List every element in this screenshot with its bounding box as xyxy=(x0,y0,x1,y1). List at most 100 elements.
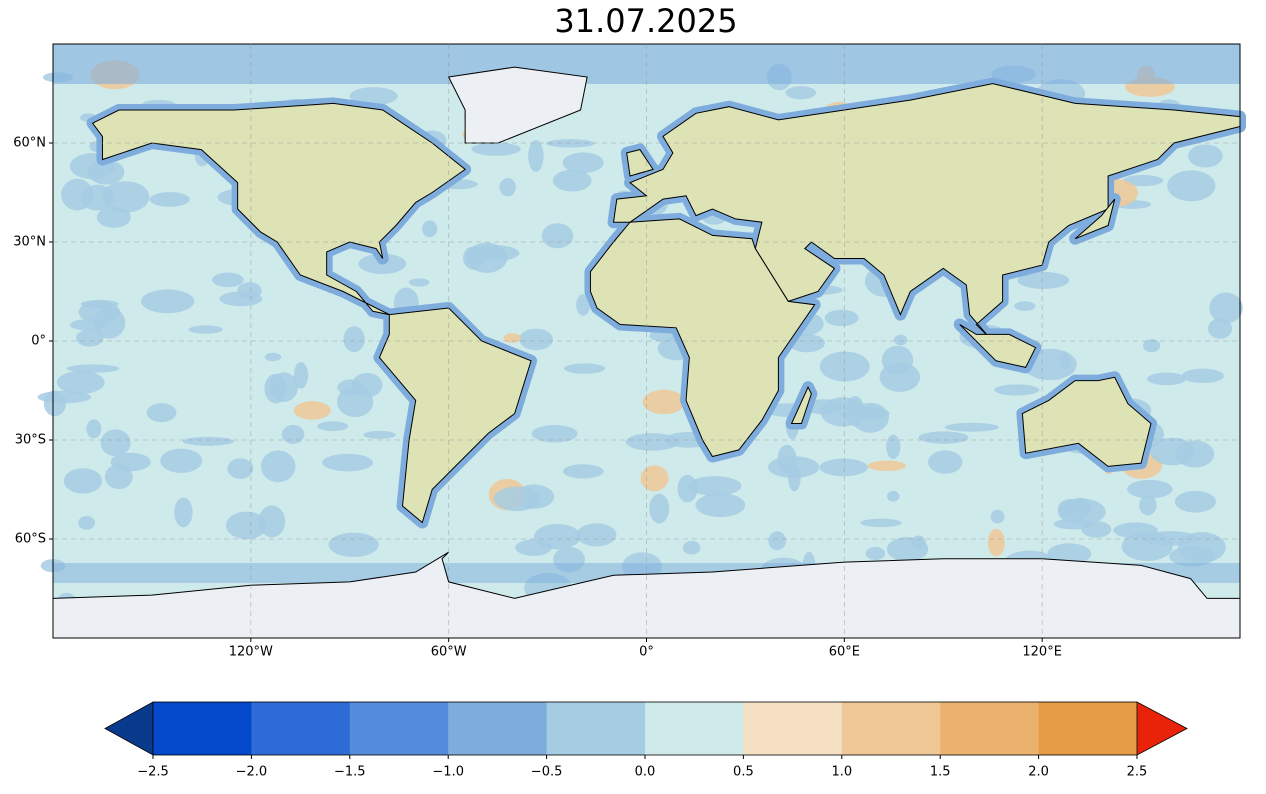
anomaly-patch xyxy=(695,493,746,518)
colorbar: −2.5 −2.0 −1.5 −1.0 −0.5 0.0 0.5 1.0 1.5 2.0 2.5 xyxy=(104,701,1188,780)
anomaly-patch xyxy=(37,390,92,404)
anomaly-patch xyxy=(531,425,578,443)
colorbar-tick-label: −0.5 xyxy=(531,765,563,780)
land xyxy=(790,386,812,424)
y-tick-label: 30°N xyxy=(13,235,46,250)
anomaly-patch xyxy=(493,486,541,512)
land xyxy=(1074,198,1116,240)
x-tick-label: 60°W xyxy=(431,645,467,660)
anomaly-patch xyxy=(1187,144,1223,168)
anomaly-patch xyxy=(1174,490,1216,513)
anomaly-patch xyxy=(80,299,119,308)
anomaly-patch xyxy=(865,546,886,560)
anomaly-patch xyxy=(1069,497,1091,520)
anomaly-patch xyxy=(1142,339,1161,353)
anomaly-patch xyxy=(293,401,331,420)
anomaly-patch xyxy=(422,220,438,238)
anomaly-patch xyxy=(1207,318,1233,339)
anomaly-patch xyxy=(349,87,398,106)
anomaly-patch xyxy=(212,272,244,288)
anomaly-patch xyxy=(463,246,484,270)
anomaly-patch xyxy=(104,464,133,490)
anomaly-patch xyxy=(819,458,868,477)
anomaly-patch xyxy=(269,372,298,403)
anomaly-patch xyxy=(1139,494,1157,516)
anomaly-patch xyxy=(1147,372,1187,386)
anomaly-patch xyxy=(66,364,120,373)
anomaly-patch xyxy=(519,328,553,351)
anomaly-patch xyxy=(503,333,521,343)
colorbar-tick-label: 1.0 xyxy=(831,765,852,780)
anomaly-patch xyxy=(1167,170,1216,202)
anomaly-patch xyxy=(1014,301,1036,311)
anomaly-patch xyxy=(541,223,574,249)
anomaly-patch xyxy=(528,140,544,172)
colorbar-tick-label: −1.0 xyxy=(432,765,464,780)
anomaly-patch xyxy=(317,421,349,432)
anomaly-patch xyxy=(322,453,374,472)
anomaly-patch xyxy=(824,309,859,327)
colorbar-tick-label: 0.5 xyxy=(733,765,754,780)
y-tick-label: 30°S xyxy=(15,433,46,448)
y-tick-label: 0° xyxy=(31,334,46,349)
ice xyxy=(447,66,588,144)
colorbar-tick-label: 2.0 xyxy=(1028,765,1049,780)
colorbar-bin xyxy=(1038,702,1138,755)
x-tick-label: 120°E xyxy=(1022,645,1062,660)
anomaly-patch xyxy=(96,206,131,228)
colorbar-bin xyxy=(448,702,548,755)
anomaly-patch xyxy=(146,403,177,423)
anomaly-patch xyxy=(351,372,383,398)
anomaly-patch xyxy=(562,152,604,173)
anomaly-patch xyxy=(642,389,686,415)
anomaly-patch xyxy=(80,184,115,211)
anomaly-patch xyxy=(576,294,591,316)
anomaly-patch xyxy=(149,192,190,207)
anomaly-patch xyxy=(845,396,865,427)
land xyxy=(91,102,466,316)
land xyxy=(378,307,532,524)
anomaly-patch xyxy=(1113,522,1158,539)
anomaly-patch xyxy=(174,497,193,528)
colorbar-tick-label: 0.0 xyxy=(635,765,656,780)
colorbar-tick-label: −1.5 xyxy=(334,765,366,780)
y-tick-label: 60°S xyxy=(15,532,46,547)
colorbar-bin xyxy=(743,702,843,755)
anomaly-patch xyxy=(928,450,963,474)
colorbar-bin xyxy=(546,702,646,755)
anomaly-patch xyxy=(1181,368,1224,384)
anomaly-patch xyxy=(987,528,1005,557)
anomaly-patch xyxy=(260,450,296,483)
land xyxy=(959,324,1037,368)
anomaly-patch xyxy=(63,468,103,494)
anomaly-patch xyxy=(1127,479,1173,499)
anomaly-patch xyxy=(56,370,105,394)
anomaly-patch xyxy=(867,460,907,471)
anomaly-patch xyxy=(1017,271,1070,289)
anomaly-patch xyxy=(649,493,670,524)
anomaly-patch xyxy=(258,505,286,538)
anomaly-patch xyxy=(777,444,797,475)
anomaly-patch xyxy=(893,334,908,346)
anomaly-patch xyxy=(687,476,742,496)
anomaly-patch xyxy=(264,352,282,362)
colorbar-bin xyxy=(940,702,1040,755)
land xyxy=(626,149,654,177)
anomaly-patch xyxy=(1122,174,1164,187)
anomaly-patch xyxy=(408,278,430,287)
anomaly-patch xyxy=(640,465,669,492)
colorbar-tick-label: −2.5 xyxy=(137,765,169,780)
anomaly-patch xyxy=(682,540,701,555)
colorbar-over xyxy=(1136,701,1188,756)
anomaly-patch xyxy=(1169,546,1216,567)
anomaly-patch xyxy=(227,458,254,479)
anomaly-patch xyxy=(219,291,263,307)
anomaly-patch xyxy=(100,429,131,457)
anomaly-patch xyxy=(879,362,921,392)
anomaly-patch xyxy=(328,532,379,557)
map: 120°W 60°W 0° 60°E 120°E 60°N 30°N 0° 30°S 60°S xyxy=(13,43,1246,660)
anomaly-patch xyxy=(944,422,999,432)
anomaly-patch xyxy=(343,326,365,353)
anomaly-patch xyxy=(1053,518,1093,530)
anomaly-patch xyxy=(188,325,223,334)
